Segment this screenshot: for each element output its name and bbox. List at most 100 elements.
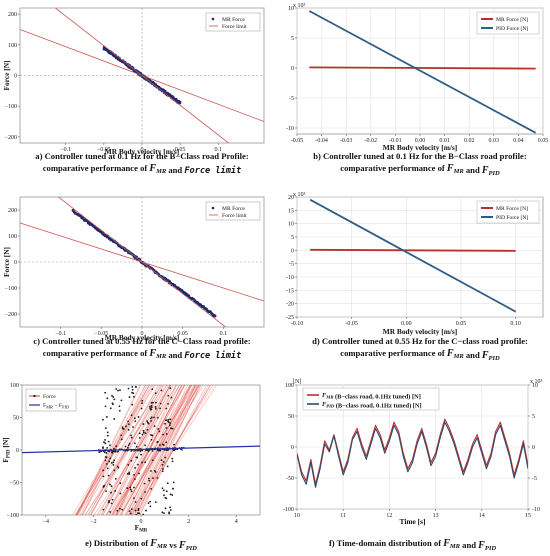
x-tick-label: -0.05	[345, 321, 358, 327]
y-tick-label: −100	[5, 286, 17, 292]
data-point	[187, 294, 191, 298]
caption-line: a) Controller tuned at 0.1 Hz for the B−…	[35, 151, 249, 161]
data-point	[134, 509, 137, 512]
data-point	[142, 429, 145, 432]
x-tick-label: 0.1	[215, 147, 223, 153]
y2-tick-label: -10	[532, 507, 540, 513]
data-point	[105, 452, 108, 454]
data-point	[156, 477, 159, 479]
y-tick-label: -10	[286, 275, 294, 281]
data-point	[115, 388, 118, 390]
y-tick-label: 50	[13, 416, 19, 422]
data-point	[120, 434, 123, 437]
data-point	[172, 487, 174, 490]
x-tick-label: 0.05	[456, 321, 467, 327]
x-tick-label: 0.05	[175, 147, 186, 153]
data-point	[122, 428, 125, 430]
legend-d: MR Force [N] PID Force [N]	[476, 200, 540, 224]
data-point	[157, 441, 159, 443]
plot-area-a	[20, 8, 264, 143]
data-point	[171, 460, 174, 463]
x-tick-label: 12	[386, 513, 392, 519]
band-line	[129, 385, 214, 515]
data-point	[121, 508, 124, 511]
data-point	[108, 460, 111, 463]
data-point	[139, 450, 142, 452]
y-exponent: x 10³	[293, 192, 306, 198]
data-point	[104, 456, 107, 458]
data-point	[164, 422, 166, 425]
data-point	[172, 481, 175, 484]
y-tick-label: −100	[7, 513, 19, 519]
x-tick-label: −4	[43, 519, 49, 525]
data-point	[141, 402, 143, 405]
series-line-1	[309, 198, 517, 313]
data-point	[113, 418, 116, 420]
data-point	[130, 490, 133, 493]
panel-a: −0.1 −0.05 0 0.05 0.1 −200 −100 0 100 200 MR Body …	[2, 7, 265, 176]
data-point	[181, 449, 183, 451]
data-point	[127, 429, 130, 431]
caption-line: b) Controller tuned at 0.1 Hz for the B−…	[313, 151, 527, 161]
x-axis-label: MR Body velocity [m/s]	[383, 327, 458, 336]
data-point	[162, 468, 164, 470]
data-point	[105, 416, 108, 418]
data-point	[165, 497, 168, 500]
y-tick-label: 10	[288, 6, 294, 12]
data-point	[147, 502, 150, 505]
y-tick-label: -5	[289, 262, 294, 268]
data-point	[135, 445, 138, 448]
data-point	[159, 402, 162, 405]
data-point	[162, 433, 164, 436]
data-point	[161, 470, 164, 473]
data-point	[104, 391, 107, 394]
data-point	[146, 421, 149, 424]
data-point	[102, 475, 105, 478]
data-point	[169, 418, 172, 421]
data-point	[150, 401, 153, 404]
data-point	[144, 444, 147, 447]
legend-b: MR Force [N] PID Force [N]	[476, 11, 540, 35]
data-point	[130, 434, 133, 437]
data-point	[111, 451, 113, 453]
data-point	[163, 494, 165, 497]
data-point	[119, 492, 122, 495]
data-point	[113, 459, 116, 462]
data-point	[102, 486, 105, 488]
data-point	[150, 470, 152, 472]
x-tick-label: 0	[140, 519, 143, 525]
x-tick-label: −0.05	[97, 147, 111, 153]
legend-entry: MR Force	[222, 206, 245, 212]
data-point	[136, 512, 139, 515]
data-point	[150, 404, 153, 407]
data-point	[106, 447, 108, 449]
data-point	[138, 432, 141, 435]
data-point	[147, 477, 150, 480]
data-point	[113, 447, 115, 450]
data-point	[107, 440, 110, 443]
data-point	[115, 445, 118, 448]
data-point	[149, 500, 152, 503]
data-point	[150, 434, 152, 436]
data-point	[141, 433, 144, 436]
legend-entry: Force limit	[222, 213, 247, 219]
data-point	[157, 449, 160, 452]
band-line	[133, 385, 211, 515]
data-point	[108, 501, 110, 504]
x-tick-label: 0.01	[439, 138, 450, 144]
y-tick-label: 0	[291, 66, 294, 72]
data-point	[134, 420, 137, 423]
data-point	[160, 459, 163, 462]
data-point	[213, 314, 217, 318]
data-point	[162, 489, 165, 492]
panel-b: -0.05 -0.04 -0.03 -0.02 -0.01 0.00 0.01 0.02 0.0…	[286, 3, 548, 177]
x-tick-label: 0.05	[538, 138, 549, 144]
data-point	[169, 493, 172, 496]
data-point	[135, 456, 138, 459]
y-tick-label: 100	[8, 43, 17, 49]
data-point	[165, 441, 168, 444]
data-point	[104, 405, 107, 408]
plot-area-e	[22, 385, 260, 515]
